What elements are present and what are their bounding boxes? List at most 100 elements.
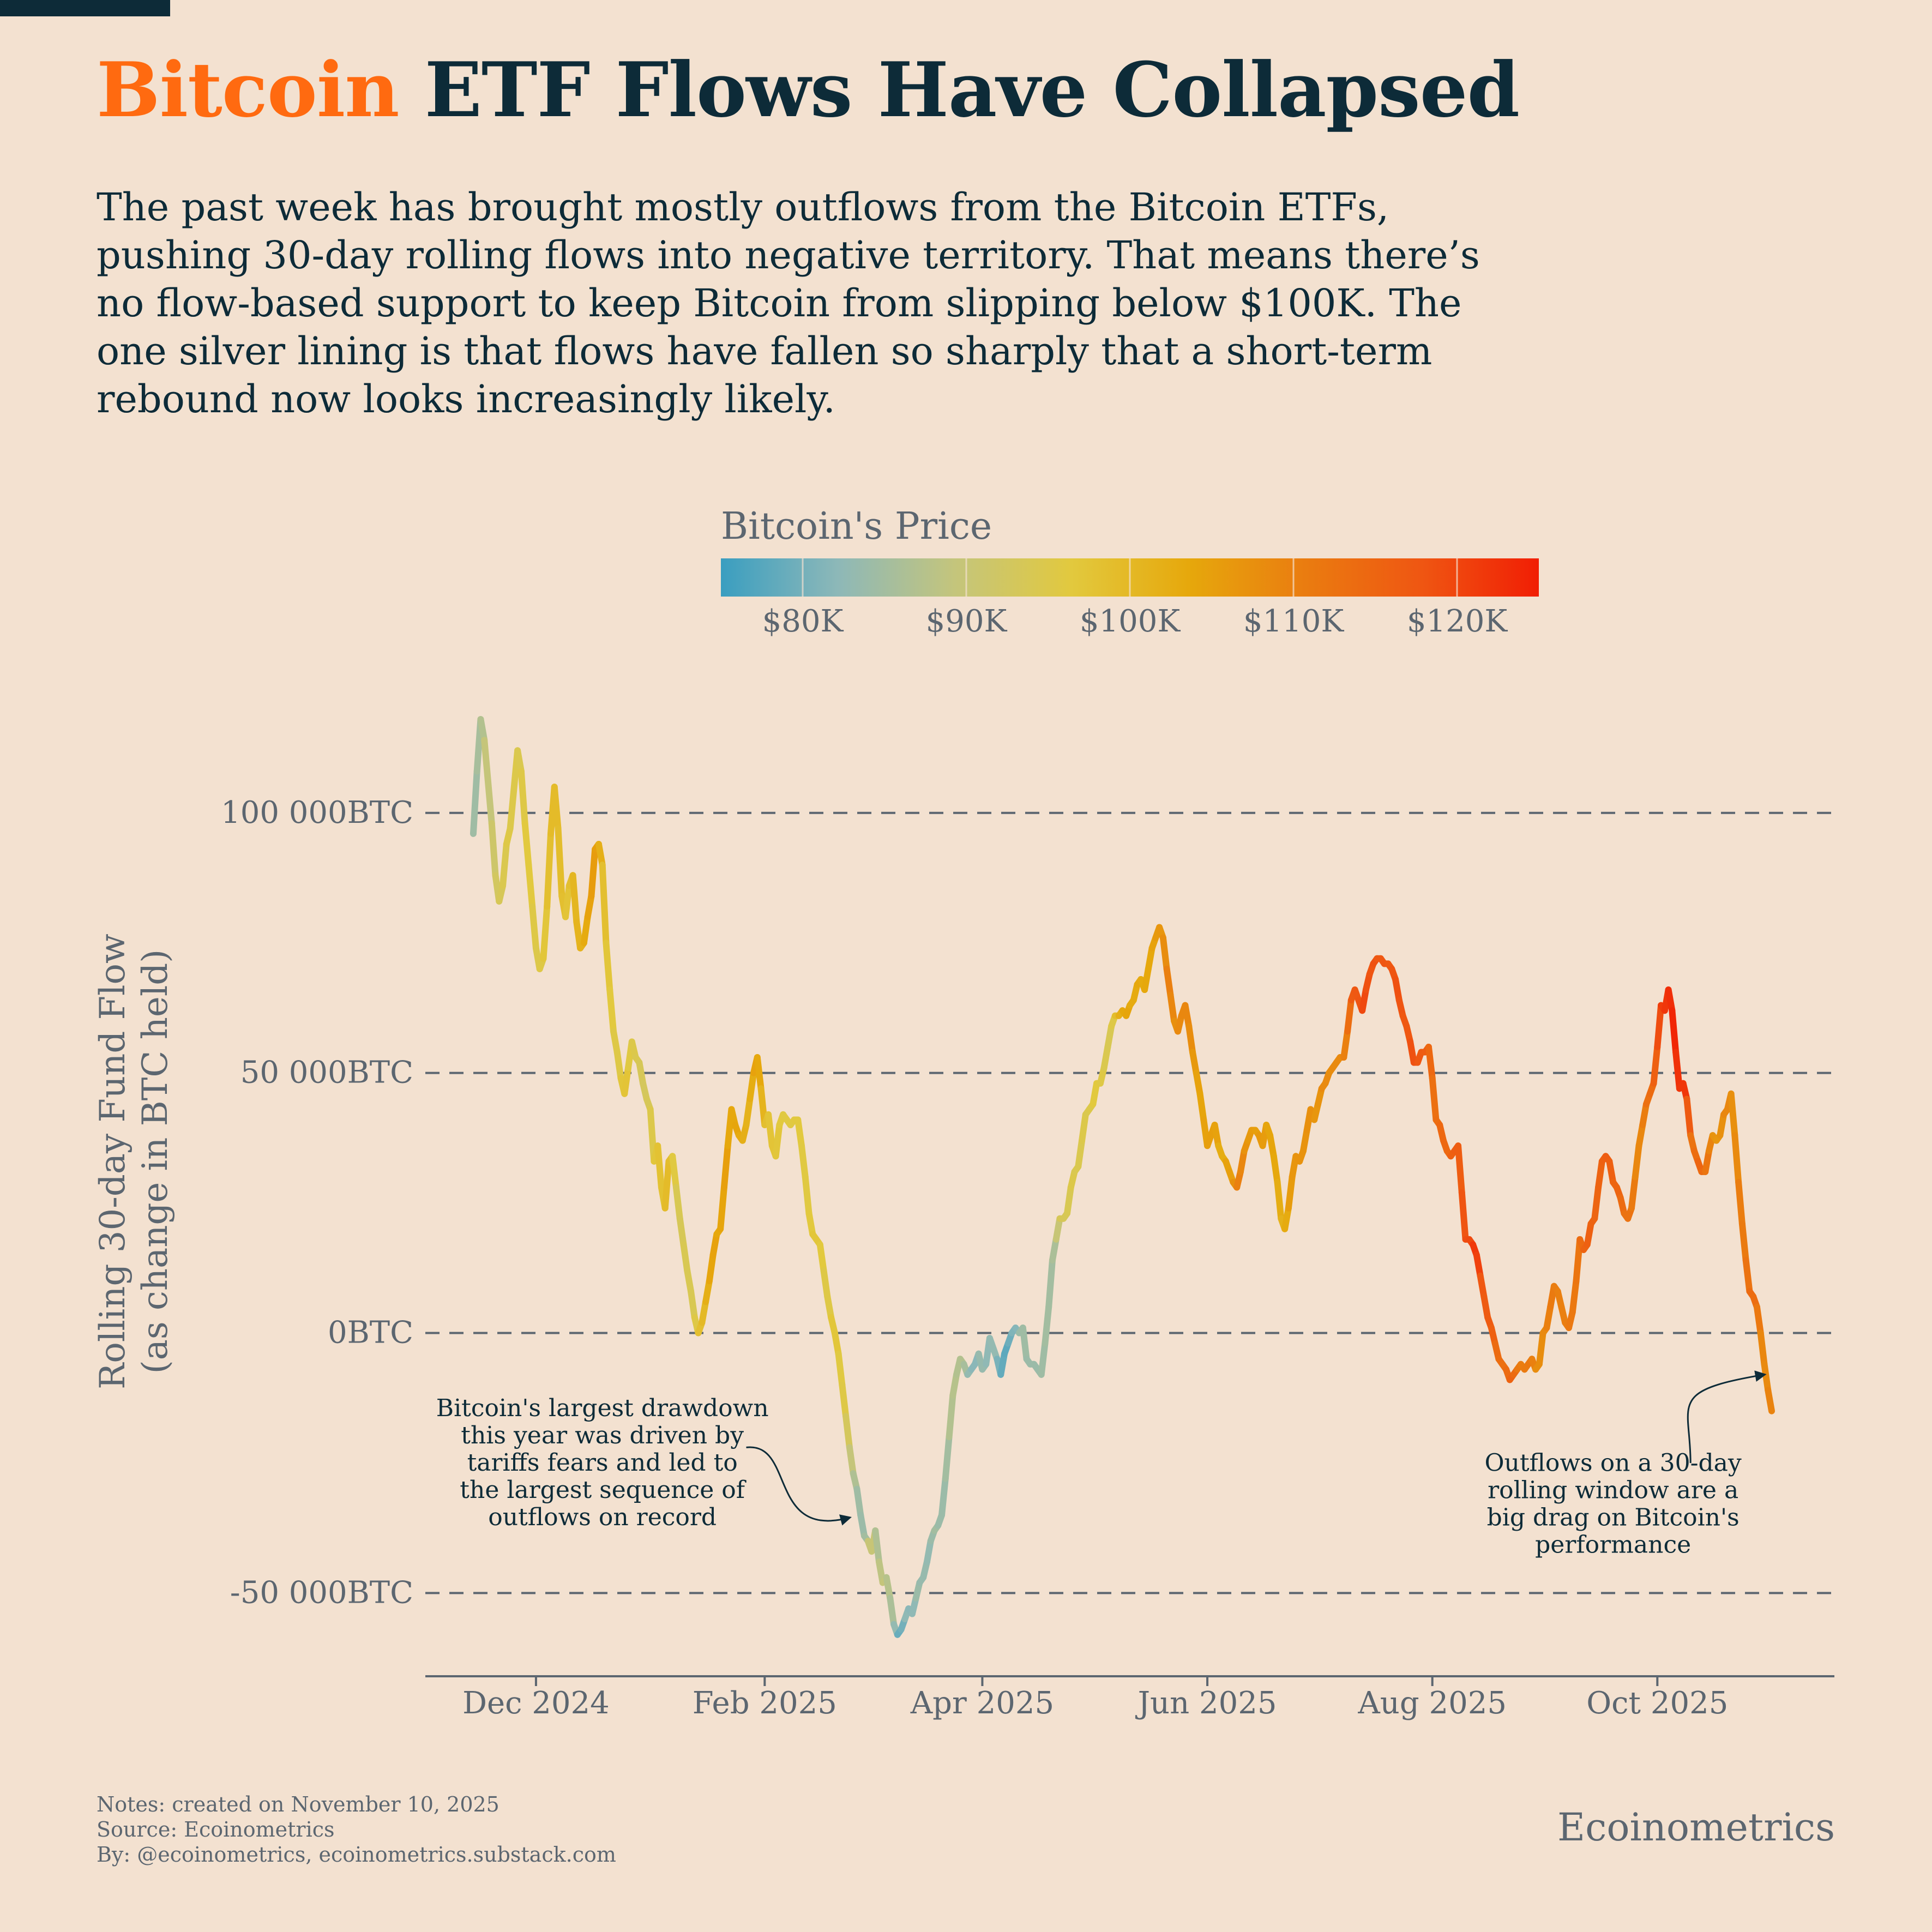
brand-logo-text: Ecoinometrics xyxy=(1557,1805,1835,1850)
series-segment xyxy=(636,1059,647,1087)
series-segment xyxy=(507,747,521,832)
series-segment xyxy=(1654,1002,1665,1050)
series-segment xyxy=(1141,965,1152,994)
annotation-text-line: big drag on Bitcoin's xyxy=(1487,1503,1740,1531)
series-segment xyxy=(923,1538,934,1566)
series-segment xyxy=(1765,1387,1775,1415)
series-segment xyxy=(887,1594,898,1628)
series-segment xyxy=(1606,1158,1617,1185)
series-segment xyxy=(1038,1340,1049,1378)
series-segment xyxy=(1536,1329,1546,1368)
series-segment xyxy=(997,1350,1008,1378)
series-segment xyxy=(1761,1361,1772,1394)
series-segment xyxy=(1392,976,1403,1004)
x-tick-label: Oct 2025 xyxy=(1586,1686,1728,1721)
series-segment xyxy=(1738,1220,1749,1263)
series-segment xyxy=(544,830,554,910)
chart-subtitle: The past week has brought mostly outflow… xyxy=(97,185,1480,422)
y-tick-label: -50 000BTC xyxy=(230,1575,413,1610)
series-segment xyxy=(831,1329,842,1357)
series-segment xyxy=(1237,1147,1248,1175)
series-segment xyxy=(820,1267,831,1300)
series-segment xyxy=(562,882,573,920)
series-segment xyxy=(1285,1173,1296,1212)
series-segment xyxy=(470,768,480,837)
series-segment xyxy=(1182,1002,1193,1030)
legend-tick-label: $110K xyxy=(1243,604,1345,639)
series-segment xyxy=(743,1096,754,1129)
series-segment xyxy=(1100,1043,1111,1072)
series-segment xyxy=(1052,1215,1063,1243)
series-segment xyxy=(938,1475,949,1519)
series-segment xyxy=(835,1350,846,1388)
series-segment xyxy=(599,862,610,947)
series-segment xyxy=(1274,1178,1285,1222)
series-segment xyxy=(1407,1038,1417,1066)
series-segment xyxy=(1299,1127,1310,1154)
series-segment xyxy=(1145,944,1155,972)
series-segment xyxy=(1632,1142,1642,1181)
series-segment xyxy=(1189,1049,1200,1076)
x-tick-label: Dec 2024 xyxy=(462,1686,610,1721)
x-tick-label: Feb 2025 xyxy=(693,1686,837,1721)
series-segment xyxy=(1728,1090,1738,1139)
series-segment xyxy=(525,862,536,910)
series-segment xyxy=(1425,1043,1436,1082)
series-segment xyxy=(580,913,591,947)
series-segment xyxy=(481,737,495,827)
y-tick-label: 50 000BTC xyxy=(240,1055,413,1091)
series-segment xyxy=(661,1158,672,1212)
series-segment xyxy=(477,716,488,744)
series-segment xyxy=(802,1173,812,1217)
x-axis-ticks: Dec 2024 Feb 2025 Apr 2025 Jun 2025 Aug 2025… xyxy=(462,1676,1728,1721)
series-segment xyxy=(772,1122,783,1160)
series-segment xyxy=(1064,1184,1074,1217)
series-segment xyxy=(709,1231,720,1259)
y-axis-label-line: Rolling 30-day Fund Flow xyxy=(93,934,133,1389)
series-segment xyxy=(1628,1173,1639,1212)
series-segment xyxy=(717,1184,727,1232)
series-segment xyxy=(946,1392,956,1441)
series-segment xyxy=(1104,1022,1115,1050)
series-segment xyxy=(1757,1329,1768,1368)
y-axis-ticks: 100 000BTC 50 000BTC 0BTC -50 000BTC xyxy=(221,795,413,1611)
series-segment xyxy=(1717,1111,1728,1139)
series-segment xyxy=(1635,1122,1646,1149)
top-accent-bar xyxy=(0,0,170,16)
legend-title: Bitcoin's Price xyxy=(721,505,992,548)
series-segment xyxy=(1584,1220,1594,1248)
series-segment xyxy=(1639,1100,1650,1129)
series-segment xyxy=(1458,1189,1469,1243)
series-segment xyxy=(540,903,551,962)
series-segment xyxy=(1742,1256,1753,1295)
series-segment xyxy=(949,1371,960,1399)
series-segment xyxy=(853,1485,864,1519)
series-segment xyxy=(569,872,580,926)
series-segment xyxy=(839,1381,850,1420)
footer-source: Source: Ecoinometrics xyxy=(97,1817,335,1841)
series-segment xyxy=(555,825,565,900)
series-segment xyxy=(488,820,499,879)
annotation-text-line: Outflows on a 30-day xyxy=(1484,1449,1741,1477)
series-segment xyxy=(1049,1236,1060,1263)
series-segment xyxy=(1075,1137,1086,1170)
series-segment xyxy=(1735,1178,1746,1227)
series-segment xyxy=(702,1278,713,1305)
series-segment xyxy=(846,1444,857,1477)
annotation-text-line: rolling window are a xyxy=(1488,1476,1738,1504)
legend-tick-label: $120K xyxy=(1407,604,1508,639)
flow-series-line xyxy=(470,716,1775,1638)
series-segment xyxy=(521,820,532,869)
legend-tick-label: $80K xyxy=(762,604,844,639)
title-rest: ETF Flows Have Collapsed xyxy=(399,45,1520,134)
footer-notes: Notes: created on November 10, 2025 Sour… xyxy=(97,1792,616,1867)
series-segment xyxy=(1185,1022,1196,1056)
series-segment xyxy=(684,1267,695,1295)
series-segment xyxy=(699,1298,709,1326)
title-accent: Bitcoin xyxy=(97,45,400,134)
series-segment xyxy=(1196,1090,1207,1123)
series-segment xyxy=(747,1069,757,1103)
color-legend: Bitcoin's Price $80K $90K $100K $110K $120K xyxy=(721,505,1539,639)
series-segment xyxy=(551,784,562,832)
series-segment xyxy=(1079,1111,1089,1144)
